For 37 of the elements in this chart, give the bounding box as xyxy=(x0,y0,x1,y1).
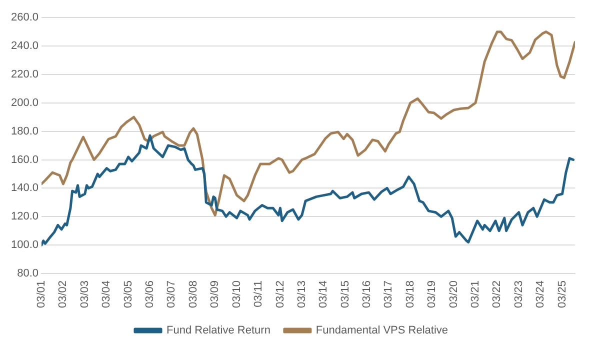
x-tick-label: 03/05 xyxy=(122,280,134,308)
x-tick-label: 03/15 xyxy=(339,280,352,308)
x-tick-label: 03/01 xyxy=(36,280,48,308)
x-tick-label: 03/23 xyxy=(512,280,525,308)
x-tick-label: 03/24 xyxy=(534,280,547,308)
x-tick-label: 03/17 xyxy=(382,280,395,308)
x-tick-label: 03/13 xyxy=(296,280,308,308)
x-tick-label: 03/25 xyxy=(556,280,568,308)
y-tick-label: 120.0 xyxy=(10,210,39,223)
x-tick-label: 03/11 xyxy=(252,280,265,308)
x-tick-label: 03/18 xyxy=(404,280,416,308)
legend-label: Fund Relative Return xyxy=(166,324,270,337)
x-tick-label: 03/16 xyxy=(361,280,374,308)
y-tick-label: 140.0 xyxy=(10,182,39,194)
legend-label: Fundamental VPS Relative xyxy=(316,324,448,337)
x-tick-label: 03/07 xyxy=(166,280,178,308)
x-tick-label: 03/19 xyxy=(426,280,438,308)
y-tick-label: 260.0 xyxy=(10,12,39,24)
x-tick-label: 03/09 xyxy=(209,280,222,308)
y-tick-label: 240.0 xyxy=(10,40,39,52)
x-tick-label: 03/12 xyxy=(274,280,286,308)
x-tick-label: 03/21 xyxy=(470,280,482,308)
y-tick-label: 80.0 xyxy=(17,268,39,280)
x-tick-label: 03/10 xyxy=(230,280,243,308)
x-tick-label: 03/04 xyxy=(100,280,113,308)
y-tick-label: 200.0 xyxy=(10,96,39,109)
y-tick-label: 100.0 xyxy=(10,239,39,252)
y-tick-label: 180.0 xyxy=(10,125,39,138)
x-tick-label: 03/06 xyxy=(144,280,156,308)
x-tick-label: 03/14 xyxy=(318,280,330,308)
y-tick-label: 160.0 xyxy=(10,154,39,166)
x-tick-label: 03/08 xyxy=(187,280,200,308)
x-tick-label: 03/20 xyxy=(448,280,460,308)
x-tick-label: 03/03 xyxy=(78,280,91,308)
x-tick-label: 03/02 xyxy=(57,280,70,308)
x-tick-label: 03/22 xyxy=(491,280,504,308)
y-tick-label: 220.0 xyxy=(10,68,39,80)
